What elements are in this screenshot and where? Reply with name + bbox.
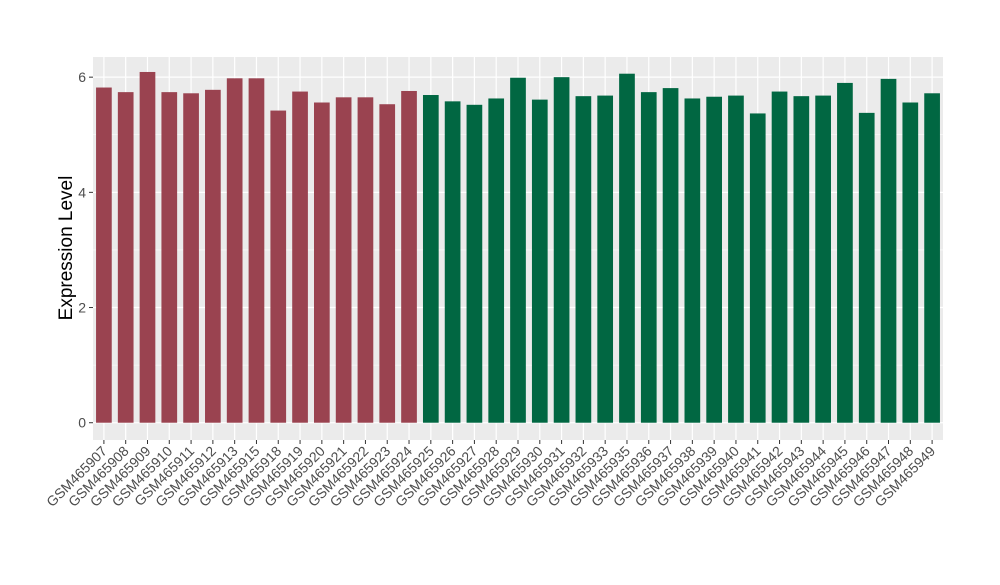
bar — [510, 77, 526, 423]
bar — [205, 89, 221, 423]
bar — [815, 95, 831, 423]
bar — [858, 112, 875, 423]
bar — [466, 104, 483, 423]
bar — [117, 92, 134, 423]
bar — [880, 78, 897, 423]
bar — [553, 77, 570, 423]
bar — [597, 95, 614, 423]
bar — [619, 73, 635, 423]
bar — [749, 113, 766, 423]
bar — [575, 96, 592, 423]
bar — [793, 96, 810, 423]
bar — [226, 78, 243, 423]
bar — [139, 71, 156, 423]
bar — [706, 96, 722, 423]
y-tick-label: 6 — [78, 69, 86, 85]
bar — [771, 91, 788, 423]
bar — [924, 93, 940, 423]
y-axis-label: Expression Level — [56, 176, 77, 321]
bar — [444, 101, 461, 423]
bar — [902, 102, 919, 423]
y-tick-label: 2 — [78, 300, 86, 316]
bar — [488, 98, 505, 423]
y-axis: 0 2 4 6 — [78, 69, 93, 431]
bar — [379, 104, 396, 423]
x-axis: GSM465907GSM465908GSM465909GSM465910GSM4… — [43, 440, 938, 510]
bar — [684, 98, 701, 423]
bar — [335, 97, 352, 423]
bar — [314, 102, 330, 423]
bar — [640, 92, 657, 423]
bars — [96, 71, 940, 423]
bar — [357, 97, 374, 423]
bar — [728, 95, 744, 423]
bar — [183, 93, 199, 423]
bar — [248, 78, 265, 423]
y-tick-label: 4 — [78, 184, 86, 200]
bar — [531, 99, 548, 423]
bar — [292, 91, 308, 423]
bar — [161, 92, 178, 423]
y-tick-label: 0 — [78, 415, 86, 431]
bar — [270, 110, 287, 423]
bar — [422, 95, 439, 423]
bar — [662, 88, 679, 423]
bar — [96, 87, 112, 423]
bar — [401, 90, 417, 423]
bar — [837, 82, 853, 423]
